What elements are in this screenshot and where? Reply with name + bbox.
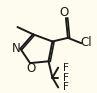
Text: F: F — [63, 82, 69, 92]
Text: Cl: Cl — [81, 36, 92, 49]
Text: F: F — [63, 73, 69, 82]
Text: O: O — [59, 6, 69, 19]
Text: F: F — [63, 63, 69, 73]
Text: N: N — [12, 42, 21, 55]
Text: O: O — [26, 62, 36, 75]
